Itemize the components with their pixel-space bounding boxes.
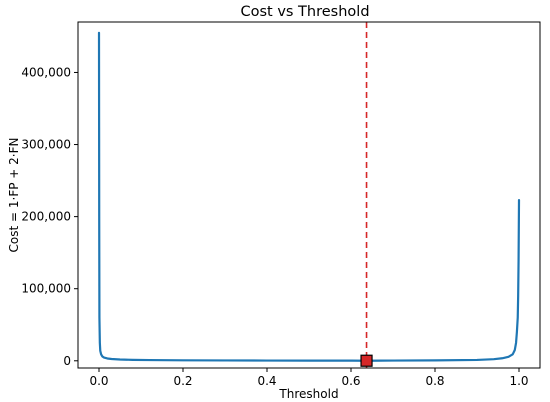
optimal-cost-marker — [360, 354, 373, 367]
chart-title: Cost vs Threshold — [240, 4, 369, 20]
x-tick-label: 0.0 — [89, 374, 108, 388]
y-tick-label: 300,000 — [21, 138, 71, 152]
x-tick-label: 0.6 — [341, 374, 360, 388]
y-axis: 0 100,000 200,000 300,000 400,000 — [21, 65, 78, 368]
overlay-layer — [360, 22, 373, 368]
y-axis-label: Cost = 1·FP + 2·FN — [7, 138, 21, 253]
plot-area — [77, 21, 541, 369]
x-tick-label: 1.0 — [509, 374, 528, 388]
y-tick-label: 0 — [63, 354, 71, 368]
x-tick-label: 0.4 — [257, 374, 276, 388]
x-tick-label: 0.8 — [425, 374, 444, 388]
x-axis-label: Threshold — [278, 387, 338, 401]
y-tick-label: 200,000 — [21, 210, 71, 224]
x-axis: 0.0 0.2 0.4 0.6 0.8 1.0 — [89, 368, 529, 388]
y-tick-label: 100,000 — [21, 282, 71, 296]
y-tick-label: 400,000 — [21, 65, 71, 79]
axes-frame — [77, 21, 541, 369]
cost-series-line — [97, 31, 521, 362]
x-tick-label: 0.2 — [173, 374, 192, 388]
series-layer — [97, 31, 521, 362]
